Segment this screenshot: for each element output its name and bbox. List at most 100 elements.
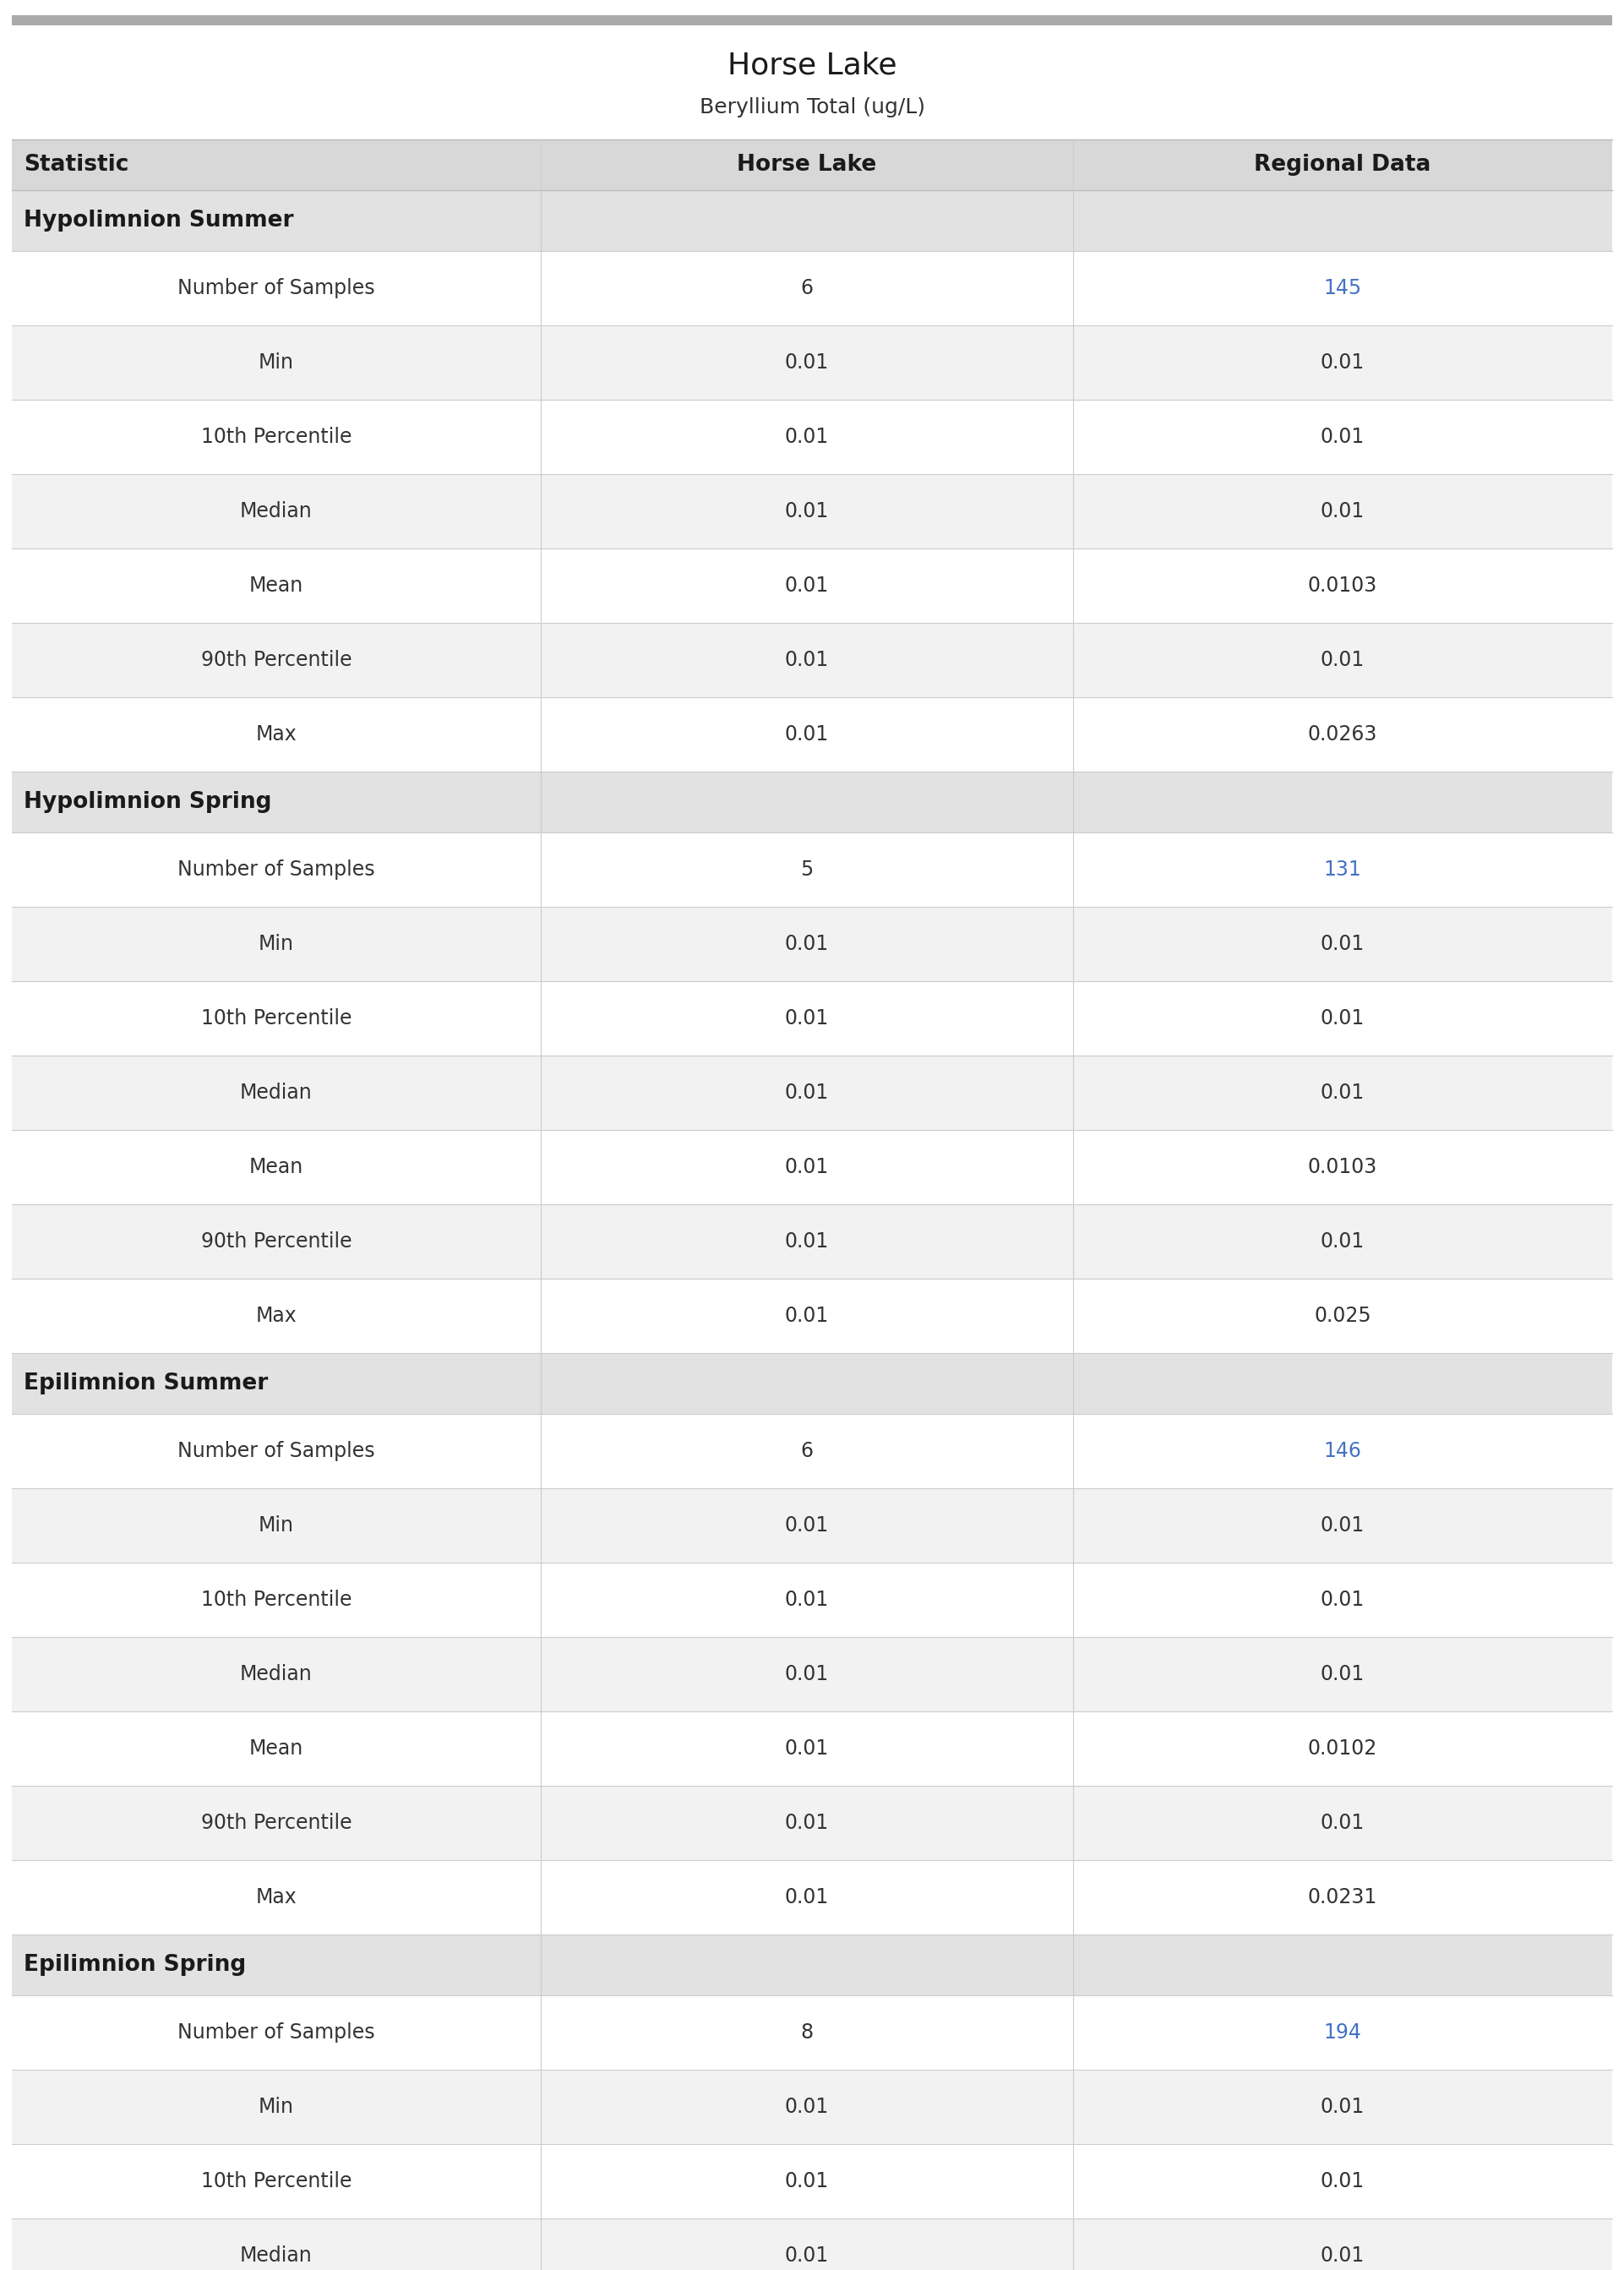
Text: Number of Samples: Number of Samples [177,277,375,297]
Bar [11,906,1613,981]
Text: 0.01: 0.01 [784,2245,828,2265]
Text: 0.01: 0.01 [784,1230,828,1251]
Text: Statistic: Statistic [24,154,128,175]
Bar [11,549,1613,622]
Text: Median: Median [240,502,312,522]
Bar [11,1637,1613,1712]
Text: 0.0103: 0.0103 [1307,1158,1377,1178]
Bar [11,1489,1613,1562]
Text: 0.01: 0.01 [784,1083,828,1103]
Text: 0.01: 0.01 [1320,2245,1364,2265]
Text: 90th Percentile: 90th Percentile [201,1814,352,1834]
Text: 0.01: 0.01 [1320,1814,1364,1834]
Bar [11,2070,1613,2145]
Bar [11,981,1613,1056]
Text: 131: 131 [1324,860,1361,881]
Bar [11,16,1613,25]
Text: 0.01: 0.01 [1320,1664,1364,1684]
Text: Beryllium Total (ug/L): Beryllium Total (ug/L) [700,98,924,118]
Bar [11,1786,1613,1859]
Bar [11,474,1613,549]
Bar [11,833,1613,906]
Text: 10th Percentile: 10th Percentile [201,427,352,447]
Text: 0.0263: 0.0263 [1307,724,1377,745]
Text: Horse Lake: Horse Lake [728,50,896,79]
Text: Min: Min [258,352,294,372]
Text: 0.01: 0.01 [784,1008,828,1028]
Text: Median: Median [240,2245,312,2265]
Bar [11,697,1613,772]
Text: 0.01: 0.01 [784,577,828,595]
Bar [11,622,1613,697]
Text: 0.01: 0.01 [1320,1083,1364,1103]
Text: Hypolimnion Summer: Hypolimnion Summer [24,209,294,232]
Bar [11,2145,1613,2218]
Text: 0.01: 0.01 [784,1305,828,1326]
Text: 8: 8 [801,2023,814,2043]
Text: Mean: Mean [248,577,304,595]
Text: Hypolimnion Spring: Hypolimnion Spring [24,790,271,813]
Bar [11,325,1613,400]
Text: 0.01: 0.01 [784,352,828,372]
Text: 0.01: 0.01 [784,2097,828,2118]
Text: Min: Min [258,1516,294,1535]
Text: 0.01: 0.01 [784,649,828,670]
Text: 0.01: 0.01 [784,2170,828,2191]
Text: 194: 194 [1324,2023,1361,2043]
Text: 6: 6 [801,277,814,297]
Bar [11,1562,1613,1637]
Bar [11,252,1613,325]
Bar [11,1712,1613,1786]
Bar [11,138,1613,191]
Bar [11,191,1613,252]
Text: 0.01: 0.01 [1320,2097,1364,2118]
Bar [11,1205,1613,1278]
Bar [11,1056,1613,1130]
Text: Regional Data: Regional Data [1254,154,1431,175]
Text: 0.01: 0.01 [1320,649,1364,670]
Bar [11,1995,1613,2070]
Text: 0.01: 0.01 [1320,2170,1364,2191]
Text: 0.01: 0.01 [784,1158,828,1178]
Text: 0.01: 0.01 [784,1814,828,1834]
Bar [11,400,1613,474]
Text: 0.0102: 0.0102 [1307,1739,1377,1759]
Text: 0.01: 0.01 [784,1589,828,1609]
Text: 10th Percentile: 10th Percentile [201,2170,352,2191]
Text: Number of Samples: Number of Samples [177,2023,375,2043]
Text: Min: Min [258,2097,294,2118]
Bar [11,1130,1613,1205]
Text: 0.0103: 0.0103 [1307,577,1377,595]
Text: 0.01: 0.01 [784,724,828,745]
Text: Epilimnion Summer: Epilimnion Summer [24,1373,268,1394]
Text: 0.0231: 0.0231 [1307,1886,1377,1907]
Text: 0.01: 0.01 [784,1516,828,1535]
Text: Mean: Mean [248,1158,304,1178]
Text: 0.01: 0.01 [1320,502,1364,522]
Text: Max: Max [255,1886,297,1907]
Text: Max: Max [255,1305,297,1326]
Text: 6: 6 [801,1441,814,1462]
Text: 0.01: 0.01 [784,427,828,447]
Text: 0.01: 0.01 [1320,1589,1364,1609]
Text: Number of Samples: Number of Samples [177,1441,375,1462]
Text: 146: 146 [1324,1441,1361,1462]
Text: Mean: Mean [248,1739,304,1759]
Text: 0.01: 0.01 [1320,352,1364,372]
Text: 0.01: 0.01 [784,502,828,522]
Text: 0.01: 0.01 [1320,1008,1364,1028]
Text: 0.01: 0.01 [1320,1230,1364,1251]
Text: Max: Max [255,724,297,745]
Bar [11,1934,1613,1995]
Text: 90th Percentile: 90th Percentile [201,649,352,670]
Text: 5: 5 [801,860,814,881]
Text: 90th Percentile: 90th Percentile [201,1230,352,1251]
Text: 0.01: 0.01 [784,1886,828,1907]
Bar [11,1353,1613,1414]
Text: 0.01: 0.01 [784,1739,828,1759]
Text: 0.01: 0.01 [1320,933,1364,953]
Bar [11,1278,1613,1353]
Text: Min: Min [258,933,294,953]
Bar [11,1859,1613,1934]
Text: Epilimnion Spring: Epilimnion Spring [24,1954,247,1975]
